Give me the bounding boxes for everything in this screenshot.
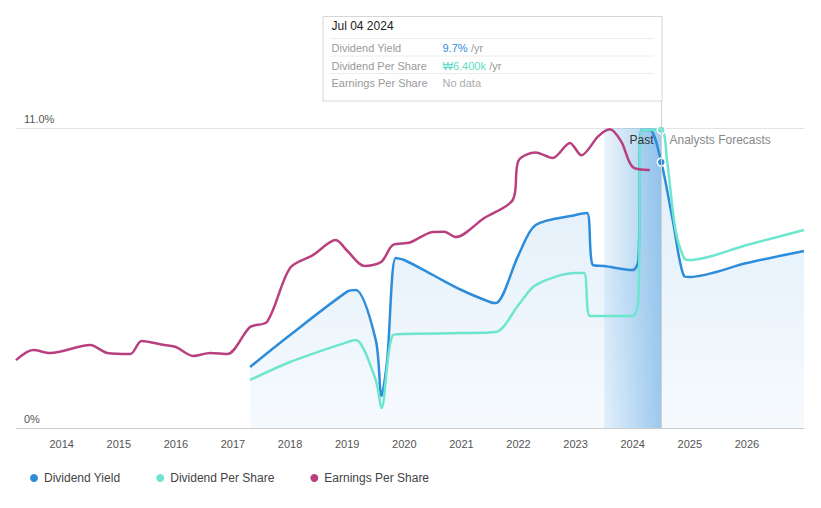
svg-text:2025: 2025: [678, 438, 702, 450]
svg-text:Earnings Per Share: Earnings Per Share: [324, 471, 429, 485]
svg-text:9.7%: 9.7%: [443, 42, 468, 54]
svg-text:Analysts Forecasts: Analysts Forecasts: [670, 133, 771, 147]
svg-text:2020: 2020: [392, 438, 416, 450]
svg-text:/yr: /yr: [489, 60, 502, 72]
svg-text:2019: 2019: [335, 438, 359, 450]
svg-text:Dividend Per Share: Dividend Per Share: [332, 60, 427, 72]
svg-text:11.0%: 11.0%: [24, 113, 55, 125]
svg-text:2024: 2024: [620, 438, 644, 450]
svg-text:2015: 2015: [107, 438, 131, 450]
svg-text:Dividend Yield: Dividend Yield: [332, 42, 402, 54]
svg-text:Past: Past: [629, 133, 654, 147]
svg-text:2022: 2022: [506, 438, 530, 450]
svg-text:2018: 2018: [278, 438, 302, 450]
svg-text:2017: 2017: [221, 438, 245, 450]
svg-text:Jul 04 2024: Jul 04 2024: [332, 19, 394, 33]
svg-text:2016: 2016: [164, 438, 188, 450]
svg-text:2026: 2026: [735, 438, 759, 450]
svg-text:2023: 2023: [563, 438, 587, 450]
svg-text:/yr: /yr: [471, 42, 484, 54]
svg-text:Earnings Per Share: Earnings Per Share: [332, 77, 428, 89]
svg-text:Dividend Yield: Dividend Yield: [44, 471, 120, 485]
svg-text:0%: 0%: [24, 413, 40, 425]
svg-text:Dividend Per Share: Dividend Per Share: [170, 471, 274, 485]
svg-text:2021: 2021: [449, 438, 473, 450]
svg-text:₩6.400k: ₩6.400k: [443, 60, 487, 72]
svg-text:2014: 2014: [49, 438, 73, 450]
svg-text:No data: No data: [443, 77, 482, 89]
